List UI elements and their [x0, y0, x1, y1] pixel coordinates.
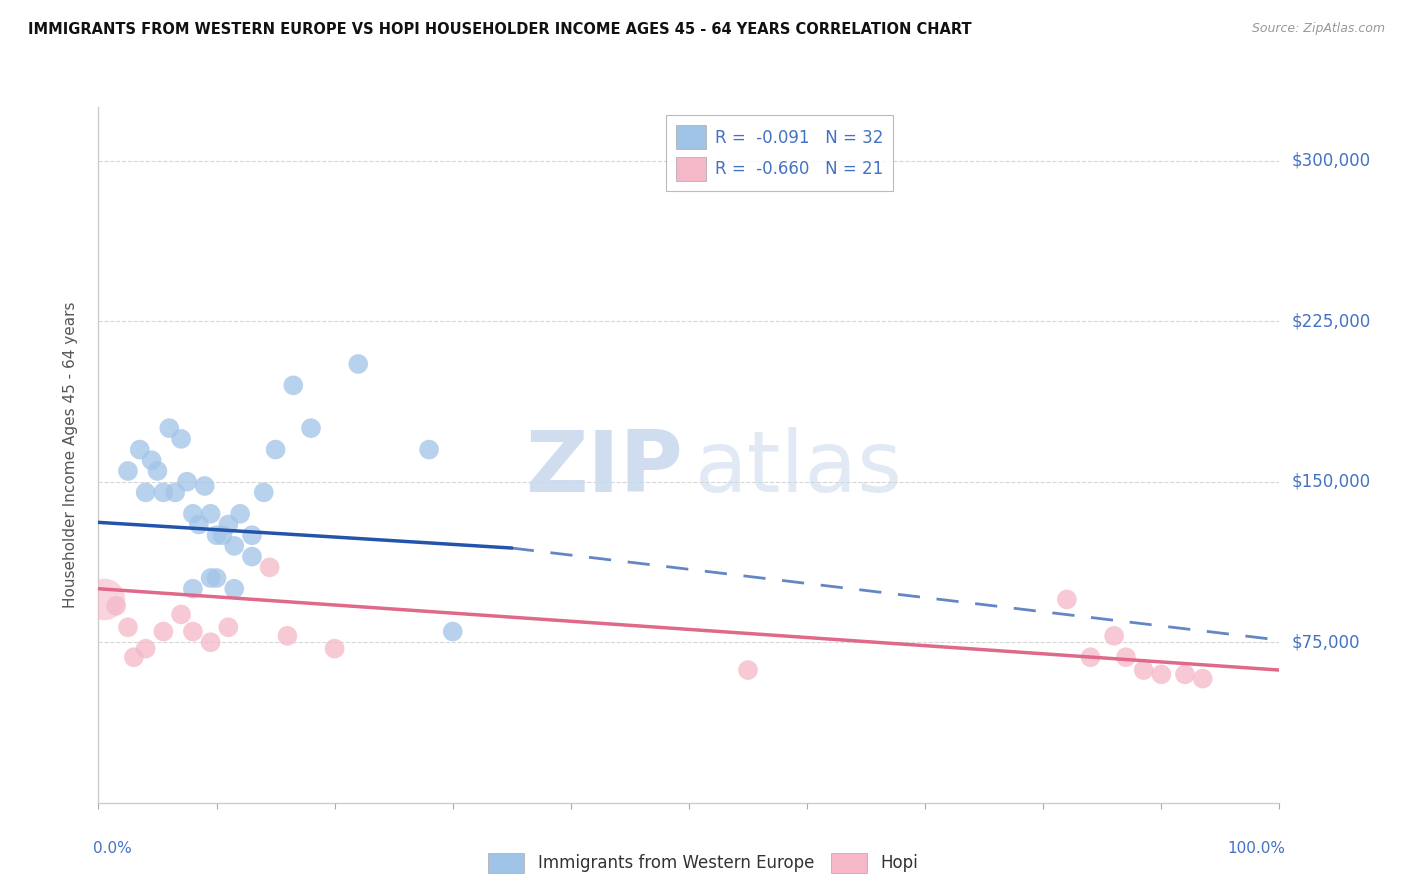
Point [253, 485, 276, 500]
Point [135, 641, 157, 656]
Text: atlas: atlas [695, 427, 903, 510]
Point [217, 517, 239, 532]
Point [1080, 650, 1102, 665]
Point [276, 629, 298, 643]
Point [200, 635, 222, 649]
Point [170, 607, 193, 622]
Point [1150, 667, 1173, 681]
Point [224, 539, 246, 553]
Point [259, 560, 281, 574]
Point [117, 620, 139, 634]
Text: $300,000: $300,000 [1291, 152, 1371, 169]
Point [181, 507, 204, 521]
Point [181, 582, 204, 596]
Legend: Immigrants from Western Europe, Hopi: Immigrants from Western Europe, Hopi [481, 847, 925, 880]
Point [441, 624, 464, 639]
Point [200, 507, 222, 521]
Point [205, 528, 228, 542]
Point [1102, 629, 1125, 643]
Point [181, 624, 204, 639]
Point [264, 442, 287, 457]
Point [157, 421, 180, 435]
Point [217, 620, 239, 634]
Point [135, 485, 157, 500]
Point [122, 650, 145, 665]
Point [240, 528, 263, 542]
Point [1056, 592, 1078, 607]
Point [229, 507, 252, 521]
Legend: R =  -0.091   N = 32, R =  -0.660   N = 21: R = -0.091 N = 32, R = -0.660 N = 21 [666, 115, 893, 191]
Point [347, 357, 370, 371]
Point [152, 485, 174, 500]
Point [165, 485, 187, 500]
Point [418, 442, 440, 457]
Point [299, 421, 322, 435]
Text: $225,000: $225,000 [1291, 312, 1371, 330]
Point [200, 571, 222, 585]
Text: IMMIGRANTS FROM WESTERN EUROPE VS HOPI HOUSEHOLDER INCOME AGES 45 - 64 YEARS COR: IMMIGRANTS FROM WESTERN EUROPE VS HOPI H… [28, 22, 972, 37]
Point [1191, 672, 1213, 686]
Point [105, 599, 128, 613]
Text: 0.0%: 0.0% [93, 841, 131, 856]
Text: $75,000: $75,000 [1291, 633, 1360, 651]
Point [737, 663, 759, 677]
Point [152, 624, 174, 639]
Text: Source: ZipAtlas.com: Source: ZipAtlas.com [1251, 22, 1385, 36]
Point [194, 479, 217, 493]
Point [141, 453, 163, 467]
Text: ZIP: ZIP [526, 427, 683, 510]
Point [211, 528, 233, 542]
Point [176, 475, 198, 489]
Point [1115, 650, 1137, 665]
Point [93, 592, 115, 607]
Point [240, 549, 263, 564]
Point [1132, 663, 1154, 677]
Point [170, 432, 193, 446]
Point [187, 517, 209, 532]
Point [224, 582, 246, 596]
Point [205, 571, 228, 585]
Point [283, 378, 305, 392]
Text: $150,000: $150,000 [1291, 473, 1371, 491]
Y-axis label: Householder Income Ages 45 - 64 years: Householder Income Ages 45 - 64 years [63, 301, 77, 608]
Point [323, 641, 346, 656]
Point [117, 464, 139, 478]
Point [128, 442, 150, 457]
Point [146, 464, 169, 478]
Text: 100.0%: 100.0% [1227, 841, 1285, 856]
Point [1174, 667, 1197, 681]
